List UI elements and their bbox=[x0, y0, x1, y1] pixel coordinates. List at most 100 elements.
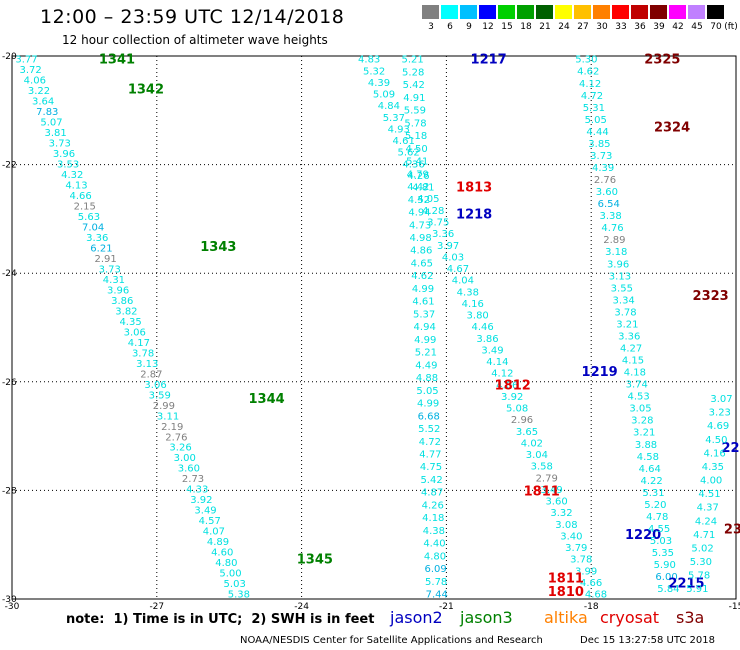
pass-label: 1813 bbox=[456, 180, 492, 195]
swh-value: 2.73 bbox=[182, 474, 204, 485]
swh-value: 3.78 bbox=[614, 307, 636, 318]
footnote: note: 1) Time is in UTC; 2) SWH is in fe… bbox=[66, 612, 375, 627]
plot-frame bbox=[11, 55, 737, 600]
swh-value: 3.85 bbox=[588, 139, 610, 150]
y-tick-label: -22 bbox=[2, 161, 17, 171]
swh-value: 4.16 bbox=[462, 299, 484, 310]
swh-value: 4.02 bbox=[521, 438, 543, 449]
swh-value: 6.09 bbox=[424, 564, 446, 575]
swh-value: 4.26 bbox=[422, 500, 444, 511]
swh-value: 3.11 bbox=[157, 411, 179, 422]
swh-value: 5.38 bbox=[228, 590, 250, 601]
swh-value: 4.94 bbox=[408, 208, 430, 219]
swh-value: 4.72 bbox=[581, 91, 603, 102]
y-tick-label: -26 bbox=[2, 378, 17, 388]
swh-value: 5.37 bbox=[413, 309, 435, 320]
y-tick-label: -24 bbox=[2, 269, 17, 279]
swh-value: 3.13 bbox=[609, 271, 631, 282]
swh-value: 5.78 bbox=[688, 571, 710, 582]
colorbar-swatch bbox=[574, 5, 591, 19]
swh-value: 3.36 bbox=[432, 229, 454, 240]
swh-value: 3.55 bbox=[611, 283, 633, 294]
swh-value: 7.44 bbox=[426, 590, 448, 601]
y-tick-label: -20 bbox=[2, 52, 17, 62]
swh-value: 4.12 bbox=[491, 369, 513, 380]
swh-value: 2.99 bbox=[153, 401, 175, 412]
colorbar-label: 21 bbox=[539, 22, 551, 32]
colorbar-swatch bbox=[536, 5, 553, 19]
colorbar-label: 39 bbox=[653, 22, 665, 32]
swh-value: 3.73 bbox=[99, 264, 121, 275]
swh-value: 4.53 bbox=[627, 392, 649, 403]
swh-value: 4.99 bbox=[417, 399, 439, 410]
swh-value: 5.35 bbox=[652, 548, 674, 559]
swh-value: 4.76 bbox=[601, 223, 623, 234]
credit-line: NOAA/NESDIS Center for Satellite Applica… bbox=[240, 635, 543, 646]
swh-value: 4.91 bbox=[403, 93, 425, 104]
swh-value: 3.36 bbox=[618, 331, 640, 342]
swh-value: 3.73 bbox=[590, 151, 612, 162]
swh-value: 3.96 bbox=[107, 285, 129, 296]
swh-value: 4.05 bbox=[417, 194, 439, 205]
swh-value: 4.31 bbox=[103, 275, 125, 286]
swh-value: 3.77 bbox=[15, 55, 37, 66]
swh-value: 3.60 bbox=[596, 187, 618, 198]
pass-label: 1811 bbox=[548, 571, 584, 586]
colorbar-label: 15 bbox=[501, 22, 513, 32]
swh-value: 3.49 bbox=[194, 506, 216, 517]
swh-value: 4.77 bbox=[419, 449, 441, 460]
colorbar-label: 24 bbox=[558, 22, 570, 32]
swh-value: 4.98 bbox=[410, 233, 432, 244]
colorbar-label: 45 bbox=[691, 22, 703, 32]
colorbar-label: 36 bbox=[634, 22, 646, 32]
swh-value: 3.21 bbox=[616, 319, 638, 330]
swh-value: 4.68 bbox=[585, 590, 607, 601]
swh-value: 4.87 bbox=[421, 488, 443, 499]
swh-value: 5.42 bbox=[420, 475, 442, 486]
swh-value: 3.53 bbox=[57, 160, 79, 171]
x-tick-label: -15 bbox=[729, 602, 740, 612]
swh-value: 4.80 bbox=[215, 558, 237, 569]
swh-value: 3.23 bbox=[709, 408, 731, 419]
swh-value: 4.04 bbox=[452, 276, 474, 287]
swh-value: 3.60 bbox=[545, 497, 567, 508]
swh-value: 4.18 bbox=[624, 368, 646, 379]
swh-value: 4.39 bbox=[592, 163, 614, 174]
swh-value: 3.49 bbox=[481, 345, 503, 356]
swh-value: 4.64 bbox=[639, 464, 661, 475]
legend-altika: altika bbox=[544, 608, 588, 627]
swh-value: 4.24 bbox=[695, 516, 717, 527]
swh-value: 4.99 bbox=[414, 335, 436, 346]
pass-label: 1220 bbox=[625, 528, 661, 543]
swh-value: 2.15 bbox=[74, 202, 96, 213]
swh-value: 3.64 bbox=[32, 97, 54, 108]
pass-label: 2323 bbox=[693, 289, 729, 304]
swh-value: 3.08 bbox=[555, 520, 577, 531]
swh-value: 4.28 bbox=[422, 206, 444, 217]
swh-value: 4.17 bbox=[128, 338, 150, 349]
swh-value: 2.89 bbox=[603, 235, 625, 246]
swh-value: 2.76 bbox=[165, 432, 187, 443]
swh-value: 4.66 bbox=[69, 191, 91, 202]
swh-value: 4.60 bbox=[211, 548, 233, 559]
swh-value: 2.87 bbox=[140, 369, 162, 380]
swh-value: 3.58 bbox=[531, 462, 553, 473]
swh-value: 4.35 bbox=[702, 462, 724, 473]
swh-value: 5.03 bbox=[224, 579, 246, 590]
y-tick-label: -28 bbox=[2, 486, 17, 496]
swh-value: 3.96 bbox=[53, 149, 75, 160]
pass-label: 1341 bbox=[99, 53, 135, 68]
swh-value: 3.86 bbox=[111, 296, 133, 307]
swh-value: 4.38 bbox=[457, 287, 479, 298]
swh-value: 5.59 bbox=[404, 106, 426, 117]
swh-value: 2.76 bbox=[594, 175, 616, 186]
chart-subtitle: 12 hour collection of altimeter wave hei… bbox=[62, 33, 328, 47]
swh-value: 2.91 bbox=[94, 254, 116, 265]
swh-value: 4.58 bbox=[637, 452, 659, 463]
swh-value: 4.84 bbox=[378, 101, 400, 112]
swh-value: 3.38 bbox=[599, 211, 621, 222]
swh-value: 5.18 bbox=[405, 131, 427, 142]
swh-value: 3.78 bbox=[570, 555, 592, 566]
swh-value: 4.75 bbox=[420, 462, 442, 473]
colorbar-swatch bbox=[669, 5, 686, 19]
